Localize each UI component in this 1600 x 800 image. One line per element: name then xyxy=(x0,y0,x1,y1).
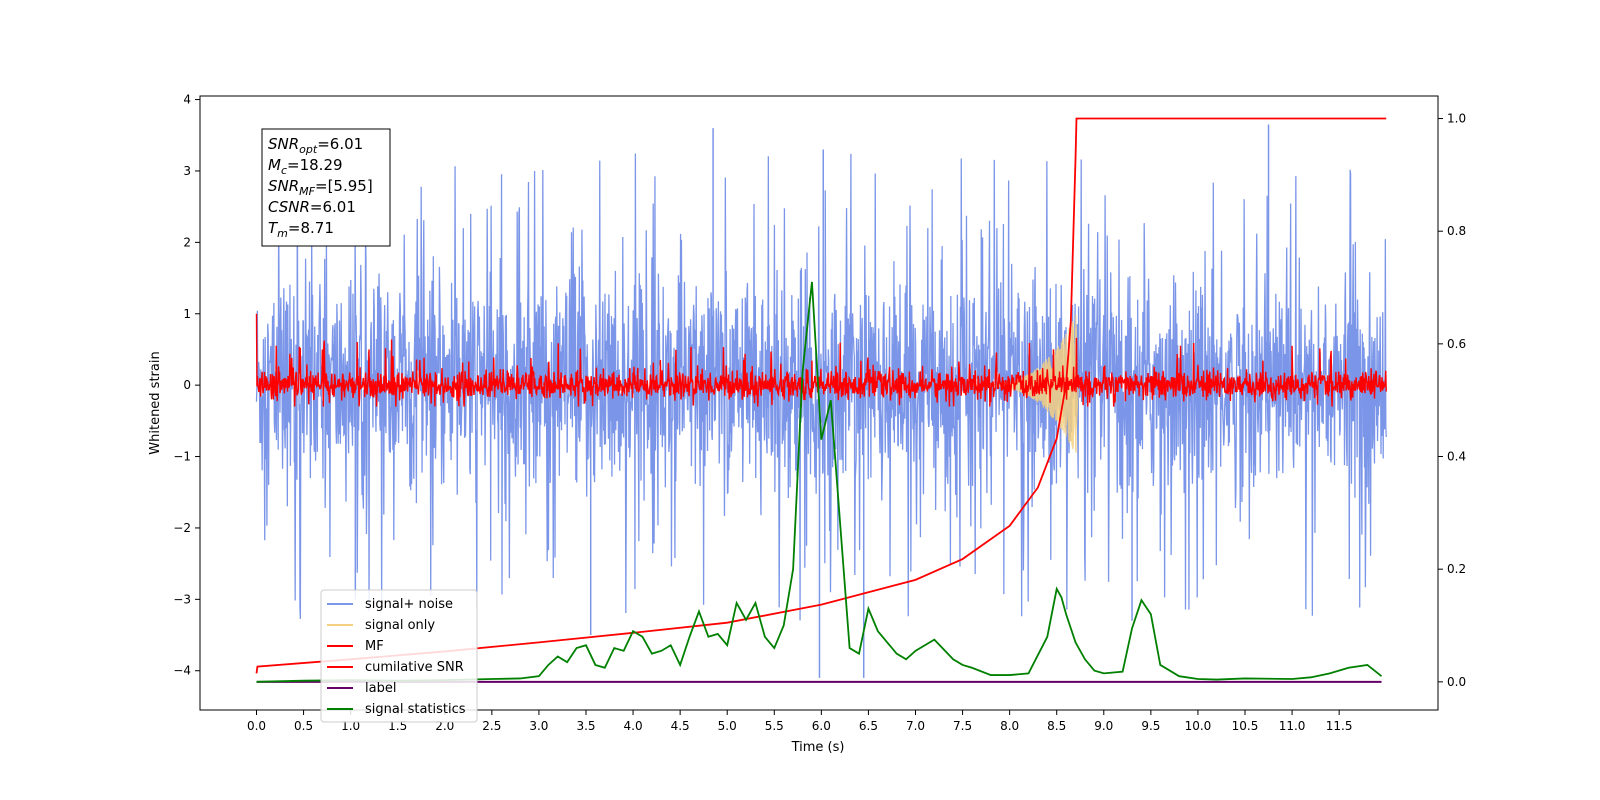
y-tick-label: −4 xyxy=(173,664,191,678)
annotation-line: Tm=8.71 xyxy=(268,219,334,240)
annotation-frame xyxy=(261,128,391,247)
annotation-box: SNRopt=6.01Mc=18.29SNRMF=[5.95]CSNR=6.01… xyxy=(261,128,391,247)
signal-statistics-line xyxy=(256,281,1383,683)
x-tick-label: 2.5 xyxy=(482,719,501,733)
x-tick-label: 6.0 xyxy=(812,719,831,733)
legend-label: signal+ noise xyxy=(365,597,453,612)
y2-tick-label: 0.6 xyxy=(1447,337,1466,351)
x-axis-ticks: 0.0 0.5 1.0 1.5 2.0 2.5 3.0 3.5 4.0 4.5 5.0 5.5 6.0 6… xyxy=(247,710,1353,733)
x-tick-label: 9.0 xyxy=(1094,719,1113,733)
y-tick-label: 2 xyxy=(183,235,191,249)
x-tick-label: 10.5 xyxy=(1232,719,1259,733)
y2-axis-ticks: 1.0 0.8 0.6 0.4 0.2 0.0 xyxy=(1438,112,1466,689)
x-tick-label: 7.5 xyxy=(953,719,972,733)
y-tick-label: −1 xyxy=(173,450,191,464)
y-tick-label: 0 xyxy=(183,378,191,392)
y-tick-label: 1 xyxy=(183,307,191,321)
legend-label: signal statistics xyxy=(365,702,466,717)
x-tick-label: 3.0 xyxy=(529,719,548,733)
x-axis-label: Time (s) xyxy=(791,740,845,755)
y2-tick-label: 0.8 xyxy=(1447,224,1466,238)
legend-label: label xyxy=(365,681,396,696)
y-axis-ticks: 4 3 2 1 0 −1 −2 −3 −4 xyxy=(173,93,200,678)
y2-tick-label: 0.0 xyxy=(1447,675,1466,689)
x-tick-label: 3.5 xyxy=(576,719,595,733)
annotation-line: SNRMF=[5.95] xyxy=(268,177,373,198)
annotation-line: Mc=18.29 xyxy=(268,156,343,177)
mf-line xyxy=(255,313,1387,407)
y2-tick-label: 1.0 xyxy=(1447,112,1466,126)
x-tick-label: 7.0 xyxy=(906,719,925,733)
x-tick-label: 0.0 xyxy=(247,719,266,733)
legend: signal+ noise signal only MF cumilative SNR… xyxy=(320,589,478,723)
y-axis-label: Whitened strain xyxy=(148,351,163,454)
legend-label: MF xyxy=(365,639,384,654)
legend-label: signal only xyxy=(365,618,435,633)
x-tick-label: 10.0 xyxy=(1185,719,1212,733)
x-tick-label: 5.5 xyxy=(765,719,784,733)
x-tick-label: 4.0 xyxy=(624,719,643,733)
annotation-line: SNRopt=6.01 xyxy=(268,135,363,156)
x-tick-label: 11.0 xyxy=(1279,719,1306,733)
legend-label: cumilative SNR xyxy=(365,660,464,675)
x-tick-label: 9.5 xyxy=(1141,719,1160,733)
y-tick-label: 4 xyxy=(183,93,191,107)
x-tick-label: 6.5 xyxy=(859,719,878,733)
x-tick-label: 0.5 xyxy=(294,719,313,733)
x-tick-label: 8.5 xyxy=(1047,719,1066,733)
annotation-line: CSNR=6.01 xyxy=(268,198,356,216)
x-tick-label: 5.0 xyxy=(718,719,737,733)
x-tick-label: 8.0 xyxy=(1000,719,1019,733)
y-tick-label: −2 xyxy=(173,521,191,535)
y2-tick-label: 0.4 xyxy=(1447,450,1466,464)
y2-tick-label: 0.2 xyxy=(1447,562,1466,576)
x-tick-label: 4.5 xyxy=(671,719,690,733)
x-tick-label: 11.5 xyxy=(1326,719,1353,733)
y-tick-label: 3 xyxy=(183,164,191,178)
legend-frame xyxy=(320,589,478,723)
y-tick-label: −3 xyxy=(173,592,191,606)
axes-frame xyxy=(199,95,1439,711)
